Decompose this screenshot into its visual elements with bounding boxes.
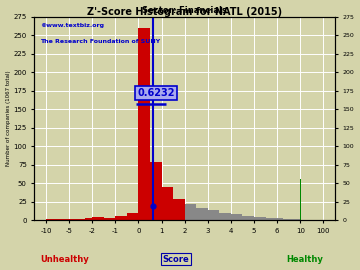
Bar	[185, 204, 196, 220]
Bar	[254, 217, 266, 220]
Bar	[277, 218, 283, 220]
Bar	[283, 219, 300, 220]
Title: Z'-Score Histogram for NATL (2015): Z'-Score Histogram for NATL (2015)	[87, 7, 282, 17]
Text: Sector: Financials: Sector: Financials	[142, 6, 227, 15]
Text: Unhealthy: Unhealthy	[40, 255, 89, 264]
Bar	[77, 219, 85, 220]
Bar	[162, 187, 173, 220]
Bar	[243, 216, 254, 220]
Bar	[219, 213, 231, 220]
Bar	[92, 217, 104, 220]
Bar	[173, 199, 185, 220]
Bar	[115, 216, 127, 220]
Y-axis label: Number of companies (1067 total): Number of companies (1067 total)	[5, 70, 10, 166]
Bar	[85, 218, 92, 220]
Bar	[208, 211, 219, 220]
Bar	[231, 214, 243, 220]
Bar	[196, 208, 208, 220]
Bar	[104, 218, 115, 220]
Bar	[127, 213, 139, 220]
Text: Score: Score	[162, 255, 189, 264]
Bar	[266, 218, 277, 220]
Text: ©www.textbiz.org: ©www.textbiz.org	[40, 23, 104, 28]
Text: 0.6232: 0.6232	[137, 88, 175, 98]
Bar	[69, 219, 77, 220]
Bar	[46, 219, 69, 220]
Text: Healthy: Healthy	[287, 255, 323, 264]
Text: The Research Foundation of SUNY: The Research Foundation of SUNY	[40, 39, 161, 44]
Bar	[139, 28, 150, 220]
Bar	[150, 162, 162, 220]
